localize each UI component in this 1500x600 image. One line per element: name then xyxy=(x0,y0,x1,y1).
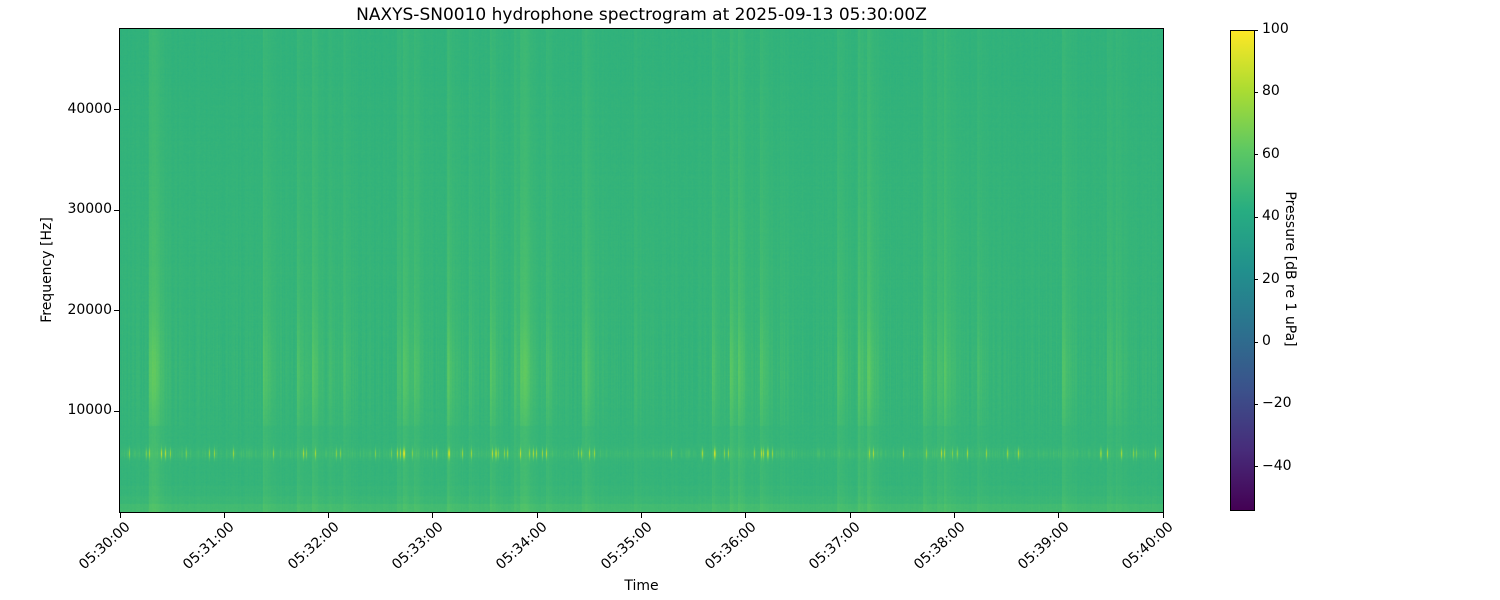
colorbar-tick-mark xyxy=(1254,341,1258,343)
colorbar-tick-mark xyxy=(1254,403,1258,405)
y-tick-label: 30000 xyxy=(67,201,112,218)
x-tick-mark xyxy=(745,513,747,518)
x-tick-label: 05:32:00 xyxy=(284,519,343,573)
y-tick-mark xyxy=(114,410,119,412)
spectrogram-heatmap xyxy=(120,29,1163,512)
colorbar-tick-label: 100 xyxy=(1262,21,1289,37)
y-tick-mark xyxy=(114,109,119,110)
x-tick-mark xyxy=(119,513,121,518)
x-tick-mark xyxy=(953,513,955,518)
x-axis-label: Time xyxy=(624,578,659,594)
colorbar-tick-mark xyxy=(1254,91,1258,93)
x-tick-mark xyxy=(328,513,330,518)
x-tick-label: 05:35:00 xyxy=(597,519,656,573)
x-tick-label: 05:37:00 xyxy=(806,519,864,573)
y-tick-label: 20000 xyxy=(67,301,112,318)
colorbar-tick-mark xyxy=(1254,279,1258,281)
y-tick-mark xyxy=(114,310,119,312)
y-tick-mark xyxy=(114,209,119,211)
colorbar-tick-label: 0 xyxy=(1262,333,1271,350)
y-tick-label: 10000 xyxy=(67,402,112,419)
x-tick-label: 05:38:00 xyxy=(910,519,969,573)
colorbar-tick-label: 40 xyxy=(1262,208,1280,225)
colorbar-tick-label: 60 xyxy=(1262,145,1280,162)
x-tick-label: 05:34:00 xyxy=(493,519,551,573)
colorbar xyxy=(1230,30,1255,511)
x-tick-label: 05:40:00 xyxy=(1119,519,1177,573)
colorbar-label: Pressure [dB re 1 uPa] xyxy=(1282,191,1298,347)
colorbar-tick-label: −40 xyxy=(1262,457,1292,474)
colorbar-tick-mark xyxy=(1254,216,1258,218)
colorbar-tick-mark xyxy=(1254,29,1258,31)
colorbar-tick-mark xyxy=(1254,154,1258,156)
x-tick-mark xyxy=(849,513,851,518)
x-tick-mark xyxy=(432,513,434,518)
x-tick-label: 05:36:00 xyxy=(702,519,760,573)
x-tick-mark xyxy=(223,513,225,518)
x-tick-mark xyxy=(1162,513,1164,518)
x-tick-mark xyxy=(641,513,642,518)
x-tick-label: 05:33:00 xyxy=(389,519,447,573)
plot-area xyxy=(119,28,1164,513)
x-tick-label: 05:31:00 xyxy=(180,519,239,573)
y-axis-label: Frequency [Hz] xyxy=(39,217,55,323)
colorbar-tick-label: 20 xyxy=(1262,270,1280,287)
colorbar-tick-mark xyxy=(1254,466,1258,468)
y-tick-label: 40000 xyxy=(67,100,112,117)
x-tick-label: 05:39:00 xyxy=(1014,519,1073,573)
x-tick-mark xyxy=(536,513,538,518)
colorbar-tick-label: 80 xyxy=(1262,83,1280,100)
chart-title: NAXYS-SN0010 hydrophone spectrogram at 2… xyxy=(356,5,927,25)
colorbar-tick-label: −20 xyxy=(1262,395,1292,412)
x-tick-label: 05:30:00 xyxy=(76,519,134,573)
x-tick-mark xyxy=(1058,513,1060,518)
